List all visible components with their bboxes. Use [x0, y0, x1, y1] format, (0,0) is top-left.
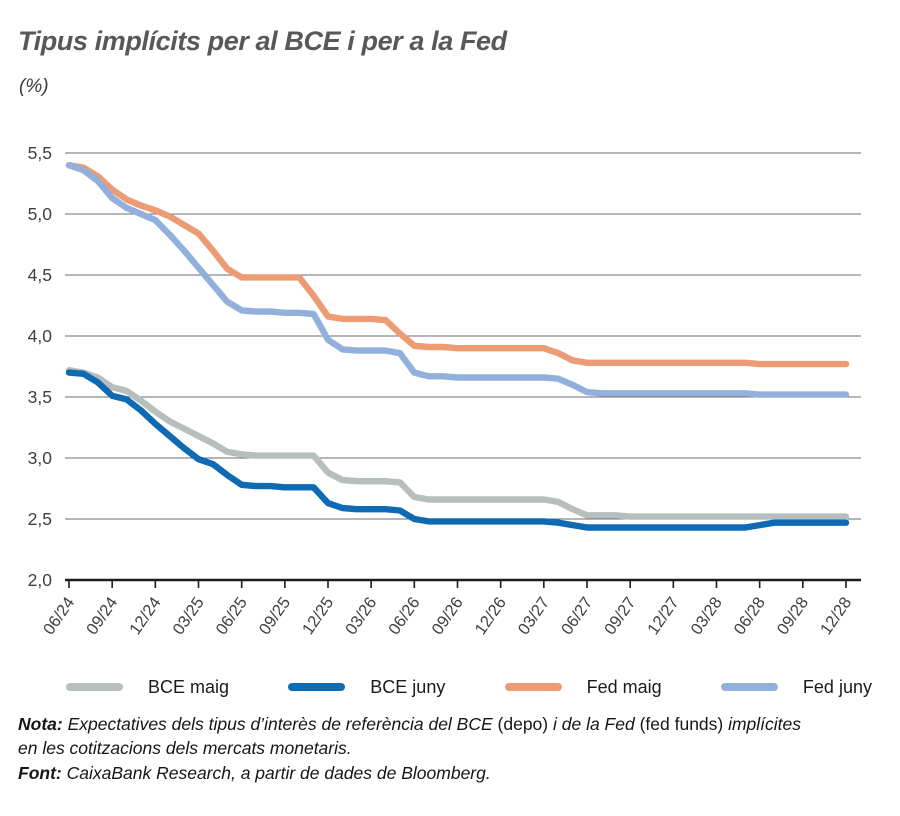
rate-chart: 5,55,04,54,03,53,02,52,006/24 09/24 12/24 0… — [28, 143, 861, 638]
x-tick-label: 09/25 — [256, 594, 294, 638]
x-tick-label: 12/28 — [817, 594, 855, 638]
y-tick-label: 5,5 — [28, 143, 52, 163]
x-tick-label: 06/24 — [40, 594, 78, 638]
bce-maig-line — [65, 367, 850, 520]
x-tick-label: 09/28 — [774, 594, 812, 638]
chart-legend: BCE maig BCE juny Fed maig Fed juny — [66, 668, 872, 706]
y-tick-label: 4,0 — [28, 326, 53, 346]
x-tick-label: 03/27 — [515, 594, 553, 638]
chart-unit-label: (%) — [19, 76, 49, 97]
note-label: Nota: — [18, 714, 63, 734]
legend-item-fed-maig: Fed maig — [504, 676, 662, 698]
legend-item-bce-maig: BCE maig — [66, 677, 229, 698]
x-tick-label: 12/26 — [472, 594, 510, 638]
legend-label: BCE maig — [148, 676, 230, 697]
fed-maig-line — [65, 162, 850, 368]
y-tick-label: 5,0 — [28, 204, 53, 224]
legend-label: Fed juny — [802, 676, 872, 697]
note-text: Nota: Expectatives dels tipus d’interès … — [18, 714, 802, 759]
source-text: Font: CaixaBank Research, a partir de da… — [18, 763, 491, 784]
legend-label: Fed maig — [586, 676, 662, 697]
y-tick-label: 2,0 — [28, 570, 53, 590]
y-tick-label: 4,5 — [28, 265, 52, 285]
bce-juny-line-swatch — [288, 683, 346, 691]
fed-juny-line-swatch — [720, 683, 778, 691]
bce-maig-line-swatch — [66, 683, 123, 691]
y-tick-label: 3,5 — [28, 387, 52, 407]
x-tick-label: 03/25 — [169, 594, 207, 638]
x-tick-label: 03/26 — [342, 594, 380, 638]
x-tick-label: 09/24 — [83, 594, 121, 638]
source-label: Font: — [18, 763, 62, 784]
x-tick-label: 09/27 — [601, 594, 639, 638]
y-tick-label: 3,0 — [28, 448, 53, 468]
x-tick-label: 03/28 — [687, 594, 725, 638]
x-tick-label: 09/26 — [428, 594, 466, 638]
x-tick-label: 06/27 — [558, 594, 596, 638]
page-title: Tipus implícits per al BCE i per a la Fe… — [18, 26, 507, 56]
figure-notes: Nota: Expectatives dels tipus d’interès … — [18, 712, 880, 785]
legend-item-fed-juny: Fed juny — [720, 676, 872, 698]
legend-item-bce-juny: BCE juny — [288, 677, 445, 698]
bce-juny-line — [65, 369, 850, 531]
fed-maig-line-swatch — [504, 683, 562, 691]
x-tick-label: 12/24 — [126, 594, 164, 638]
x-tick-label: 06/26 — [385, 594, 423, 638]
x-tick-label: 06/28 — [731, 594, 769, 638]
y-tick-label: 2,5 — [28, 509, 52, 529]
x-tick-label: 12/25 — [299, 594, 337, 638]
x-tick-label: 12/27 — [644, 594, 682, 638]
legend-label: BCE juny — [370, 676, 446, 697]
x-tick-label: 06/25 — [213, 594, 251, 638]
fed-juny-line — [65, 162, 850, 398]
